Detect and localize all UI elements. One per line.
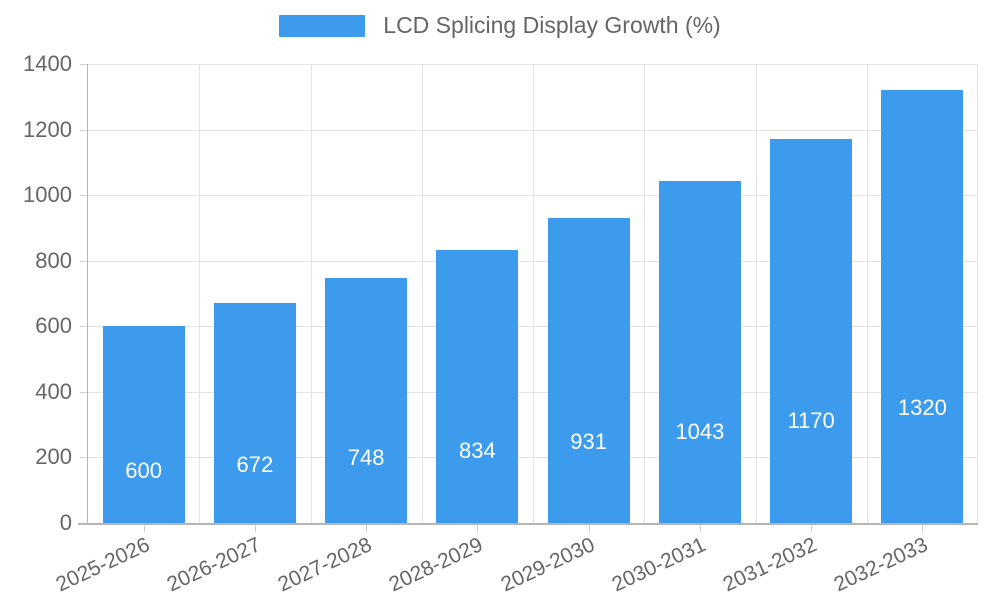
x-axis-tick-mark — [366, 523, 367, 532]
bar[interactable]: 748 — [325, 277, 408, 523]
x-axis-tick-label: 2025-2026 — [52, 533, 153, 597]
x-axis-tick-mark — [255, 523, 256, 532]
y-axis-tick-label: 400 — [35, 378, 72, 404]
vertical-gridline — [533, 64, 534, 523]
x-axis-tick-mark — [589, 523, 590, 532]
bar-value-label: 1043 — [675, 419, 725, 445]
bar[interactable]: 1043 — [658, 181, 741, 523]
x-axis-tick-mark — [144, 523, 145, 532]
y-axis-tick-label: 600 — [35, 313, 72, 339]
y-axis-tick-mark — [80, 129, 88, 131]
vertical-gridline — [756, 64, 757, 523]
vertical-gridline — [644, 64, 645, 523]
bar[interactable]: 672 — [213, 302, 296, 523]
y-axis-tick-mark — [80, 64, 88, 65]
chart-legend: LCD Splicing Display Growth (%) — [0, 14, 1000, 37]
bar-value-label: 748 — [347, 444, 385, 470]
y-axis-tick-label: 1000 — [23, 182, 72, 208]
vertical-gridline — [422, 64, 423, 523]
bar[interactable]: 600 — [102, 326, 185, 523]
y-axis-tick-mark — [80, 195, 88, 197]
plot-area: 0 200 400 600 800 1000 1200 1400 600 672 748 834 93… — [23, 53, 978, 596]
y-axis-tick-label: 800 — [35, 247, 72, 273]
x-axis-line — [78, 523, 978, 525]
y-axis-tick-label: 1200 — [23, 116, 72, 142]
bar-value-label: 1320 — [897, 395, 947, 421]
y-axis-tick-label: 200 — [35, 444, 72, 470]
vertical-gridline — [977, 64, 978, 523]
legend-color-swatch — [279, 14, 366, 37]
bar-value-label: 834 — [459, 437, 496, 463]
y-axis-tick-mark — [80, 326, 88, 328]
x-axis-tick-mark — [811, 523, 812, 532]
y-axis-tick-mark — [80, 457, 88, 459]
x-axis-tick-mark — [477, 523, 478, 532]
x-axis-tick-mark — [922, 523, 923, 532]
vertical-gridline — [199, 64, 200, 523]
bar-value-label: 931 — [570, 429, 607, 455]
y-axis-tick-label: 0 — [59, 510, 72, 535]
y-axis-tick-mark — [80, 391, 88, 393]
bar[interactable]: 931 — [547, 217, 630, 523]
bar[interactable]: 1320 — [881, 90, 964, 523]
bar-value-label: 1170 — [787, 408, 835, 434]
bar-value-label: 600 — [125, 457, 162, 483]
bar[interactable]: 1170 — [770, 139, 853, 523]
vertical-gridline — [311, 64, 312, 523]
legend-label: LCD Splicing Display Growth (%) — [383, 12, 721, 38]
y-axis-line — [87, 64, 88, 525]
legend-item-lcd-splicing-display-growth[interactable]: LCD Splicing Display Growth (%) — [279, 12, 721, 38]
y-axis-tick-label: 1400 — [23, 51, 72, 76]
y-axis-tick-mark — [80, 260, 88, 262]
bar[interactable]: 834 — [436, 249, 519, 523]
vertical-gridline — [867, 64, 868, 523]
x-axis-tick-mark — [700, 523, 701, 532]
bar-value-label: 672 — [236, 451, 274, 477]
